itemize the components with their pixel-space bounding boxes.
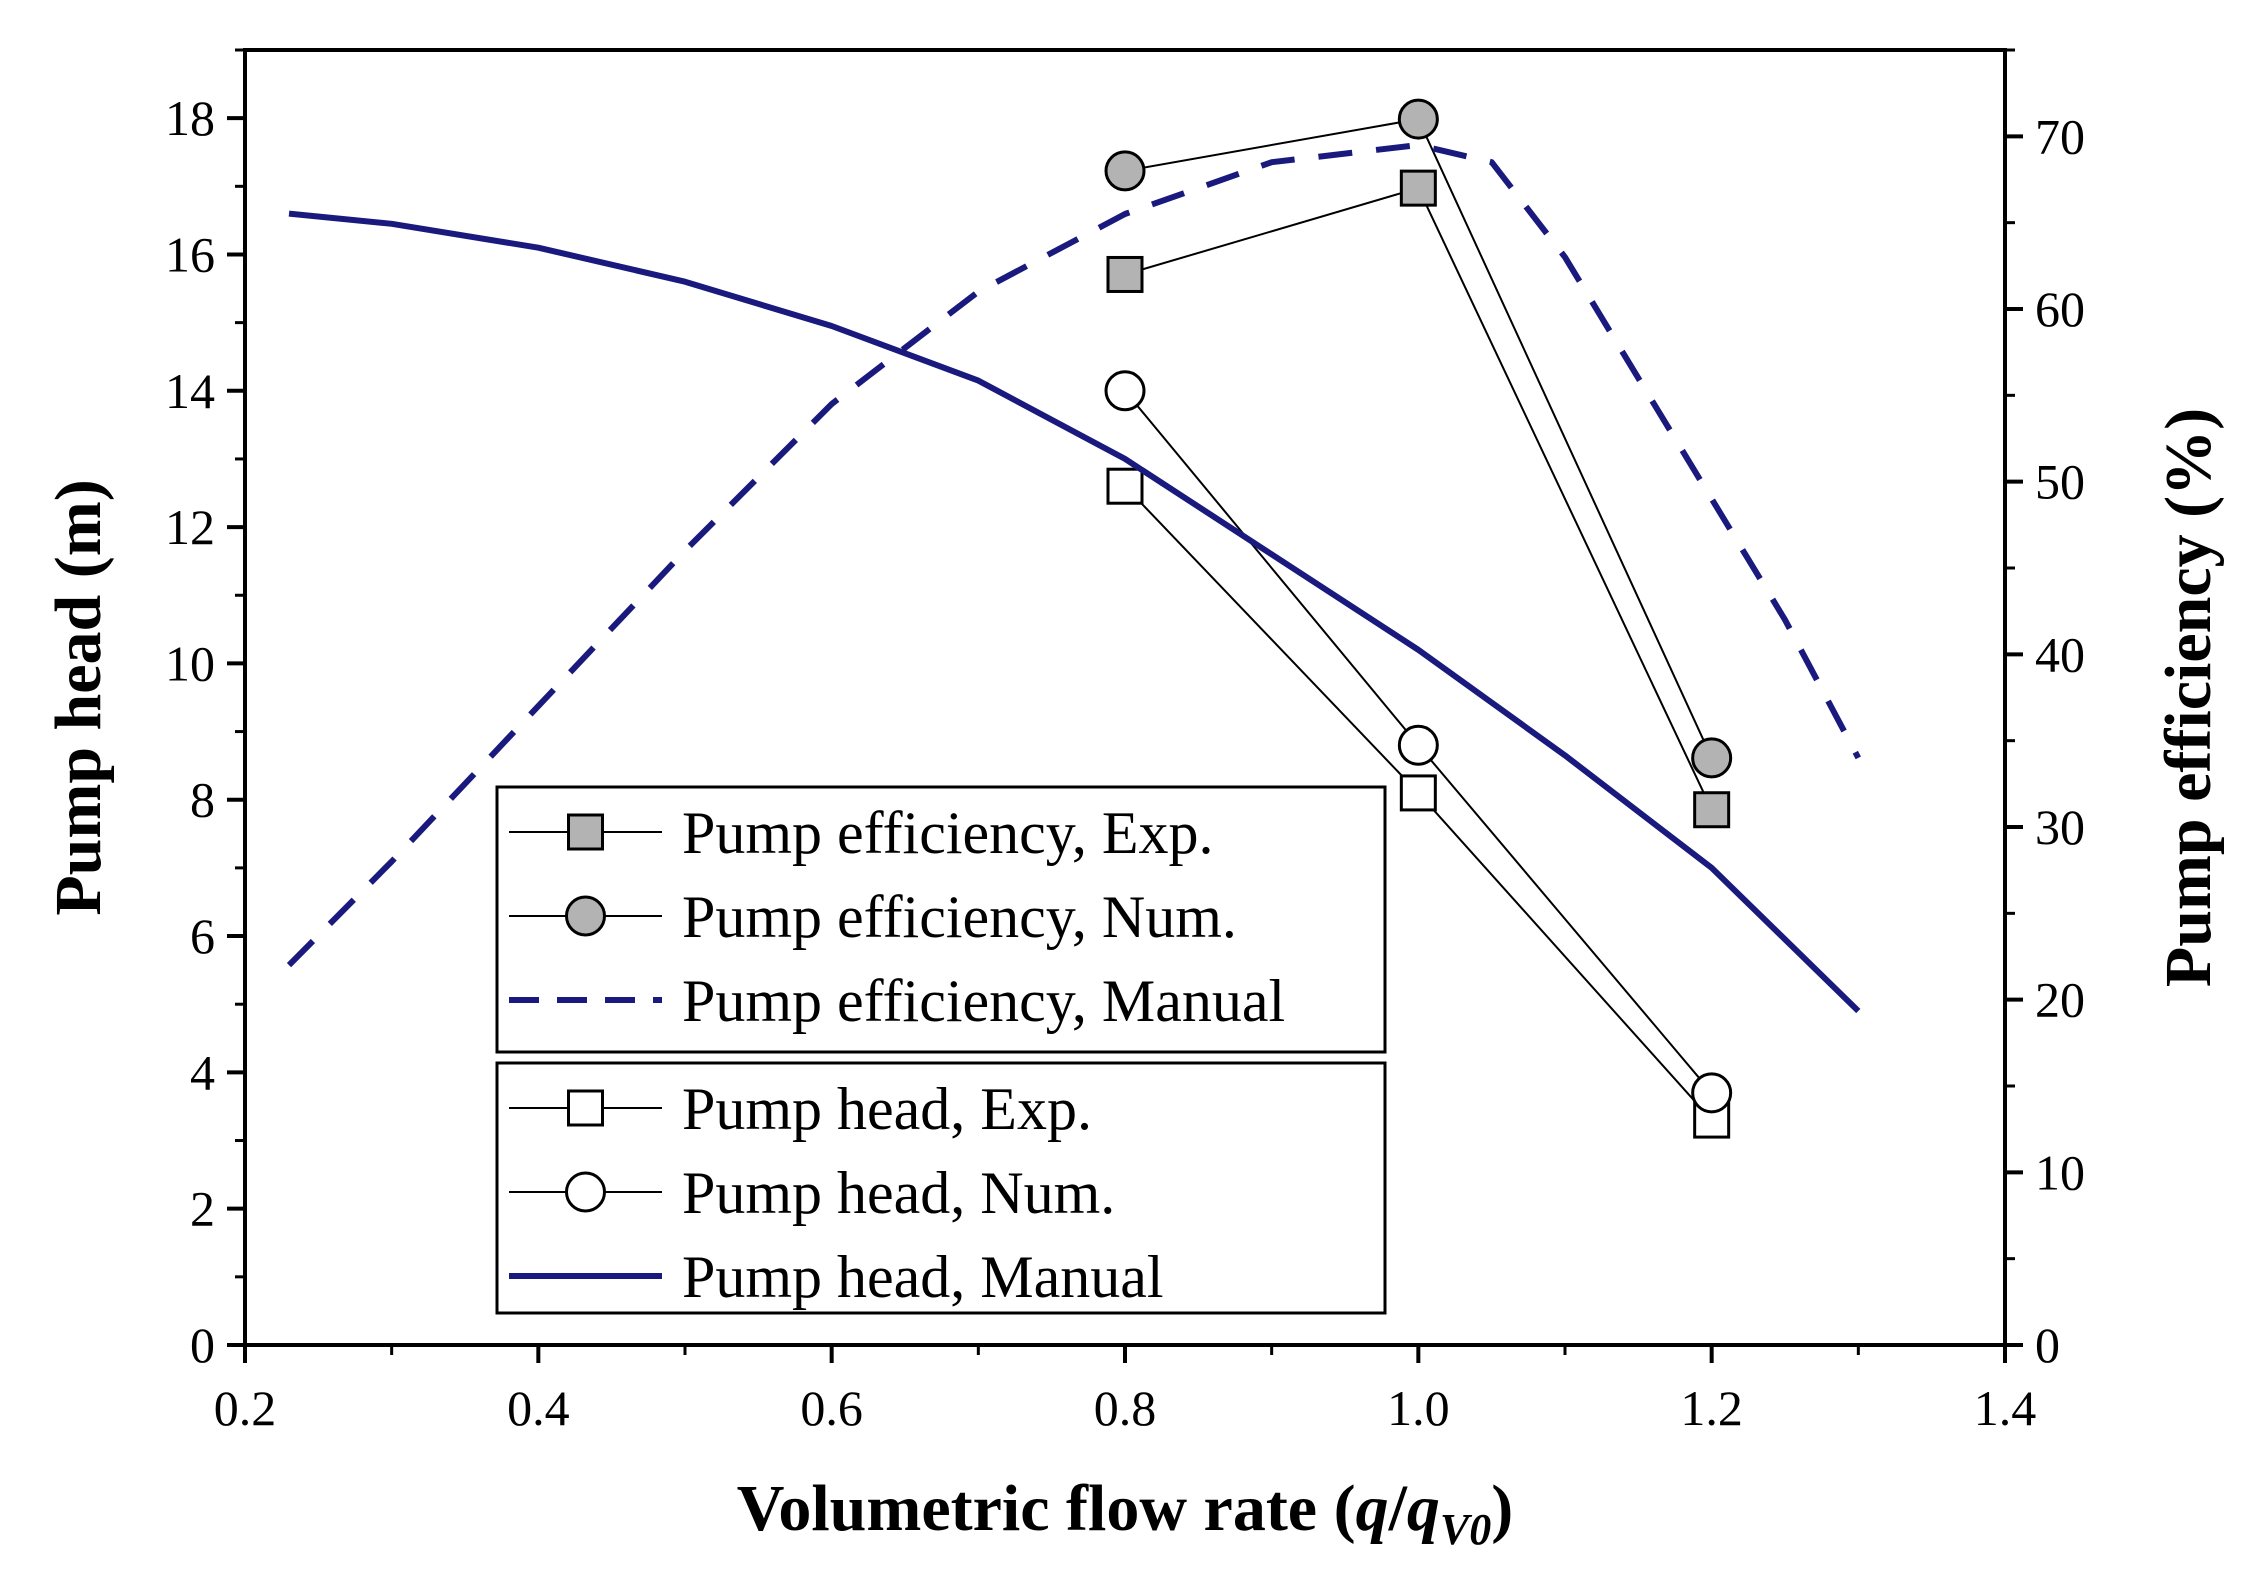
y-left-tick-label: 10 xyxy=(165,635,215,691)
legend-label: Pump efficiency, Manual xyxy=(682,968,1285,1034)
y-right-tick-label: 30 xyxy=(2035,799,2085,855)
legend-swatch-marker xyxy=(565,1171,606,1213)
y-left-tick-label: 12 xyxy=(165,499,215,555)
series-line-2 xyxy=(286,142,1861,968)
legend-box xyxy=(495,1061,1387,1315)
legend: Pump efficiency, Exp. Pump efficiency, Nu… xyxy=(495,785,1387,1315)
x-axis-title-q: q xyxy=(1356,1472,1389,1545)
x-tick-label: 0.4 xyxy=(507,1380,570,1436)
y-right-tick-label: 10 xyxy=(2035,1144,2085,1200)
series-3-marker xyxy=(1106,467,1144,505)
legend-swatch-marker xyxy=(567,813,604,851)
series-4-marker xyxy=(1691,1072,1733,1114)
y-left-tick-label: 6 xyxy=(190,908,215,964)
y-right-tick-label: 60 xyxy=(2035,281,2085,337)
y-right-tick-label: 20 xyxy=(2035,972,2085,1028)
y-right-tick-label: 70 xyxy=(2035,108,2085,164)
y-left-tick-label: 4 xyxy=(190,1044,215,1100)
y-left-tick-label: 8 xyxy=(190,772,215,828)
x-tick-label: 1.0 xyxy=(1387,1380,1450,1436)
x-axis-title-main: Volumetric flow rate ( xyxy=(737,1472,1356,1545)
y-left-tick-label: 0 xyxy=(190,1317,215,1373)
legend-swatch-marker xyxy=(567,1089,604,1127)
series-1-marker xyxy=(1691,737,1733,779)
series-0-marker xyxy=(1693,791,1731,829)
series-0-marker xyxy=(1106,255,1144,293)
x-tick-label: 0.2 xyxy=(214,1380,277,1436)
y-left-tick-label: 14 xyxy=(165,363,215,419)
legend-label: Pump efficiency, Exp. xyxy=(682,800,1214,866)
legend-label: Pump head, Manual xyxy=(682,1244,1164,1310)
x-tick-label: 1.4 xyxy=(1974,1380,2037,1436)
y-left-tick-label: 16 xyxy=(165,226,215,282)
y-right-axis-title: Pump efficiency (%) xyxy=(2152,408,2225,987)
y-right-tick-label: 50 xyxy=(2035,454,2085,510)
x-axis-title-subscript: V0 xyxy=(1440,1505,1491,1554)
x-axis-title: Volumetric flow rate (q/qV0) xyxy=(737,1472,1514,1554)
series-4-marker xyxy=(1104,370,1146,412)
x-tick-label: 1.2 xyxy=(1680,1380,1743,1436)
x-tick-label: 0.8 xyxy=(1094,1380,1157,1436)
plot-series xyxy=(286,98,1861,1139)
y-left-tick-label: 18 xyxy=(165,90,215,146)
x-axis-title-q2: q xyxy=(1407,1472,1440,1545)
legend-label: Pump efficiency, Num. xyxy=(682,884,1237,950)
series-1-marker xyxy=(1104,150,1146,192)
legend-label: Pump head, Exp. xyxy=(682,1076,1092,1142)
y-left-tick-label: 2 xyxy=(190,1181,215,1237)
y-right-tick-label: 0 xyxy=(2035,1317,2060,1373)
y-right-tick-label: 40 xyxy=(2035,626,2085,682)
legend-label: Pump head, Num. xyxy=(682,1160,1115,1226)
series-4-marker xyxy=(1397,724,1439,766)
y-left-axis-title: Pump head (m) xyxy=(42,479,115,915)
series-3-marker xyxy=(1399,774,1437,812)
x-axis-title-slash: / xyxy=(1388,1472,1409,1545)
axes: 0.2 0.4 0.6 0.8 1.0 1.2 1.4 0 2 4 6 8 10 12 14 16 18 0 10 2… xyxy=(165,48,2085,1436)
legend-swatch-marker xyxy=(565,895,606,937)
series-1-marker xyxy=(1397,98,1439,140)
x-axis-title-close: ) xyxy=(1491,1472,1513,1545)
series-line-5 xyxy=(288,210,1861,1014)
x-tick-label: 0.6 xyxy=(800,1380,863,1436)
series-0-marker xyxy=(1399,169,1437,207)
